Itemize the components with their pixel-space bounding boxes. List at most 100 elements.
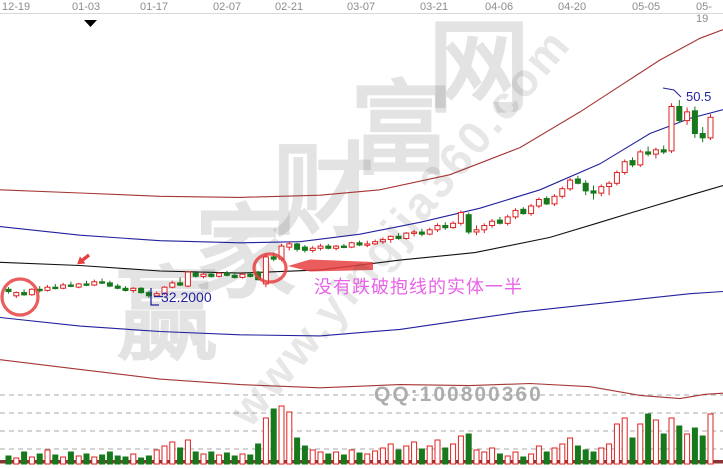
candle-body xyxy=(481,225,488,231)
candle-body xyxy=(153,293,160,297)
axis-date-label: 05-05 xyxy=(632,1,661,13)
candle-body xyxy=(551,195,558,205)
volume-bar xyxy=(379,447,386,465)
candle-body xyxy=(387,235,394,241)
highlight-circle xyxy=(0,277,40,317)
volume-bar xyxy=(574,445,581,465)
volume-bar xyxy=(606,443,613,465)
volume-bar xyxy=(520,456,527,465)
volume-bar xyxy=(528,453,535,465)
candle-body xyxy=(364,243,371,246)
volume-bar xyxy=(106,451,113,465)
volume-bar xyxy=(364,453,371,465)
volume-bar xyxy=(684,433,691,465)
volume-bar xyxy=(270,408,277,465)
candle-body xyxy=(333,245,340,249)
candle-body xyxy=(317,245,324,249)
candle-body xyxy=(99,281,106,284)
volume-bar xyxy=(21,451,28,465)
candle-body xyxy=(379,239,386,243)
volume-bar xyxy=(75,455,82,465)
volume-bar xyxy=(559,443,566,465)
volume-bar xyxy=(286,411,293,465)
candle-body xyxy=(75,283,82,288)
axis-date-label: 03-07 xyxy=(347,1,376,13)
annotation-note: 没有跌破抱线的实体一半 xyxy=(314,277,523,297)
candle-body xyxy=(83,283,90,286)
candle-body xyxy=(668,106,675,152)
volume-bar xyxy=(387,443,394,465)
candle-body xyxy=(67,284,74,287)
candle-body xyxy=(21,292,28,296)
candle-body xyxy=(262,256,269,285)
candle-body xyxy=(411,231,418,234)
candle-body xyxy=(645,151,652,155)
volume-bar xyxy=(418,448,425,465)
candle-body xyxy=(457,212,464,224)
price-low-label: 32.2000 xyxy=(161,289,212,305)
volume-bar xyxy=(504,455,511,465)
axis-date-label: 02-07 xyxy=(213,1,242,13)
volume-bar xyxy=(36,453,43,465)
volume-bar xyxy=(567,437,574,465)
candle-body xyxy=(348,242,355,248)
volume-bar xyxy=(247,454,254,465)
volume-bar xyxy=(262,417,269,465)
candle-body xyxy=(489,220,496,226)
volume-bar xyxy=(60,456,67,465)
volume-bar xyxy=(177,447,184,465)
candle-body xyxy=(138,287,145,294)
candle-body xyxy=(325,245,332,249)
highlight-circle xyxy=(252,252,288,284)
volume-bar xyxy=(239,453,246,465)
volume-bar xyxy=(301,445,308,465)
low-bracket xyxy=(150,288,159,306)
mid_black-band-line xyxy=(0,184,723,274)
volume-bar xyxy=(325,453,332,465)
volume-bar xyxy=(278,405,285,465)
candle-body xyxy=(200,273,207,277)
volume-bar xyxy=(231,455,238,465)
candle-body xyxy=(309,247,316,251)
volume-bar xyxy=(434,439,441,465)
candle-body xyxy=(652,149,659,155)
candle-body xyxy=(613,172,620,184)
candle-body xyxy=(598,186,605,194)
volume-bar xyxy=(707,413,714,465)
volume-bar xyxy=(372,450,379,465)
volume-bar xyxy=(145,455,152,465)
volume-bar xyxy=(496,453,503,465)
volume-bar xyxy=(598,447,605,465)
upper_blue-band-line xyxy=(0,109,723,244)
candle-body xyxy=(356,242,363,246)
volume-bar xyxy=(192,451,199,465)
volume-bar xyxy=(457,435,464,465)
candle-body xyxy=(372,241,379,245)
axis-date-label: 02-21 xyxy=(275,1,304,13)
peak-pointer-line xyxy=(662,87,682,98)
volume-bar xyxy=(255,443,262,465)
volume-bar xyxy=(317,451,324,465)
volume-bar xyxy=(668,417,675,465)
candle-body xyxy=(114,285,121,289)
candle-body xyxy=(535,199,542,207)
axis-date-label: 01-17 xyxy=(140,1,169,13)
volume-bar xyxy=(184,439,191,465)
volume-bar xyxy=(473,449,480,465)
volume-bar xyxy=(481,451,488,465)
candle-body xyxy=(130,287,137,291)
candle-body xyxy=(395,235,402,240)
candle-body xyxy=(28,288,35,296)
candle-body xyxy=(223,272,230,276)
volume-bar xyxy=(44,449,51,465)
axis-date-label: 12-19 xyxy=(2,1,31,13)
candle-body xyxy=(567,179,574,190)
candle-body xyxy=(192,272,199,277)
candle-body xyxy=(426,229,433,235)
candle-body xyxy=(676,106,683,122)
candle-body xyxy=(340,245,347,249)
volume-bar xyxy=(13,457,20,465)
candle-body xyxy=(294,243,301,250)
candle-body xyxy=(239,273,246,278)
